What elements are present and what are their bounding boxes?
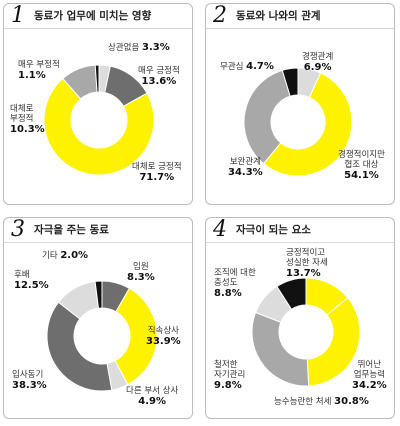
slice-value: 3.3% (141, 42, 170, 53)
slice-value: 34.3% (228, 167, 263, 178)
panel-number: 1 (11, 3, 25, 28)
slice-label: 다른 부서 상사 4.9% (126, 386, 178, 408)
slice-name: 대체로 긍정적 (132, 162, 182, 172)
panel-title: 자극을 주는 동료 (34, 224, 109, 236)
donut-slice (43, 77, 155, 176)
donut-slice (281, 67, 299, 97)
slice-value: 38.3% (12, 380, 47, 391)
slice-value: 33.9% (146, 336, 181, 347)
donut-chart (46, 280, 158, 392)
slice-name: 임원 (133, 262, 149, 272)
slice-label: 능수능란한 처세 30.8% (274, 396, 369, 408)
slice-value: 30.8% (334, 396, 369, 407)
chart-panel-2: 2 동료와 나와의 관계 경쟁관계 6.9% 경쟁적이지만 협조 대상 54.1% 보… (205, 3, 395, 205)
slice-label: 뛰어난 업무능력 34.2% (352, 360, 387, 391)
slice-name: 능수능란한 처세 (274, 397, 332, 407)
slice-name: 기타 (42, 251, 58, 261)
donut-slice (94, 64, 100, 93)
slice-label: 무관심 4.7% (220, 61, 274, 73)
slice-value: 8.8% (214, 288, 242, 299)
slice-name: 매우 긍정적 (138, 66, 180, 76)
slice-value: 10.3% (10, 124, 45, 135)
slice-name: 무관심 (220, 62, 244, 72)
slice-value: 2.0% (60, 250, 89, 261)
slice-value: 4.7% (246, 61, 274, 72)
slice-label: 대체로 긍정적 71.7% (132, 162, 182, 184)
slice-value: 9.8% (214, 380, 242, 391)
panel-number: 4 (213, 217, 227, 242)
donut-slice (46, 301, 113, 392)
slice-value: 54.1% (344, 170, 379, 181)
slice-name: 입사동기 (12, 370, 44, 380)
donut-chart (43, 64, 155, 176)
chart-panel-4: 4 자극이 되는 요소 긍정적이고 성실한 자세 13.7% 뛰어난 업무능력 34.2… (205, 217, 395, 419)
slice-label: 경쟁관계 6.9% (302, 52, 333, 74)
slice-name: 상관없음 (108, 43, 140, 53)
panel-title: 동료와 나와의 관계 (236, 10, 321, 22)
donut-slice (276, 277, 307, 310)
slice-label: 철저한 자기관리 9.8% (214, 360, 246, 391)
slice-label: 보완관계 34.3% (228, 157, 263, 179)
slice-label: 상관없음 3.3% (108, 42, 170, 54)
slice-value: 34.2% (352, 380, 387, 391)
chart-panel-1: 1 동료가 업무에 미치는 영향 상관없음 3.3% 매우 긍정적 13.6% 대… (3, 3, 193, 205)
slice-label: 직속상사 33.9% (146, 326, 181, 348)
panel-header: 2 동료와 나와의 관계 (206, 4, 394, 29)
slice-label: 입사동기 38.3% (12, 370, 47, 392)
donut-slice (243, 69, 291, 165)
slice-name: 매우 부정적 (18, 60, 60, 70)
chart-panel-3: 3 자극을 주는 동료 임원 8.3% 직속상사 33.9% 다른 부서 상사 4.9… (3, 217, 193, 419)
donut-slice (94, 280, 103, 309)
slice-name: 직속상사 (147, 326, 179, 336)
panel-header: 3 자극을 주는 동료 (4, 218, 192, 243)
donut-chart (251, 277, 361, 387)
slice-value: 8.3% (127, 272, 155, 283)
slice-label: 기타 2.0% (42, 250, 88, 262)
slice-label: 임원 8.3% (127, 262, 155, 284)
slice-label: 후배 12.5% (14, 270, 49, 292)
panel-title: 동료가 업무에 미치는 영향 (34, 10, 152, 22)
donut-chart (243, 67, 353, 177)
slice-value: 13.6% (141, 76, 177, 87)
slice-label: 긍정적이고 성실한 자세 13.7% (286, 248, 328, 279)
slice-value: 6.9% (303, 62, 332, 73)
slice-label: 대체로 부정적 10.3% (10, 104, 45, 135)
panel-header: 1 동료가 업무에 미치는 영향 (4, 4, 192, 29)
slice-label: 매우 부정적 1.1% (18, 60, 60, 82)
slice-name: 후배 (14, 270, 30, 280)
slice-label: 조직에 대한 충성도 8.8% (214, 268, 256, 299)
donut-slice (262, 72, 353, 177)
panel-number: 3 (11, 217, 25, 242)
panel-header: 4 자극이 되는 요소 (206, 218, 394, 243)
donut-slice (251, 311, 310, 387)
slice-name: 다른 부서 상사 (126, 386, 179, 396)
donut-slice (114, 287, 158, 386)
panel-number: 2 (213, 3, 227, 28)
slice-value: 1.1% (18, 70, 46, 81)
slice-value: 4.9% (138, 396, 167, 407)
donut-slice (306, 297, 361, 387)
slice-name: 경쟁관계 (302, 52, 334, 62)
slice-name: 보완관계 (229, 157, 261, 167)
slice-value: 13.7% (286, 268, 321, 279)
panel-title: 자극이 되는 요소 (236, 224, 311, 236)
slice-value: 71.7% (139, 172, 175, 183)
slice-value: 12.5% (14, 280, 49, 291)
slice-label: 매우 긍정적 13.6% (138, 66, 180, 88)
slice-label: 경쟁적이지만 협조 대상 54.1% (338, 150, 385, 181)
